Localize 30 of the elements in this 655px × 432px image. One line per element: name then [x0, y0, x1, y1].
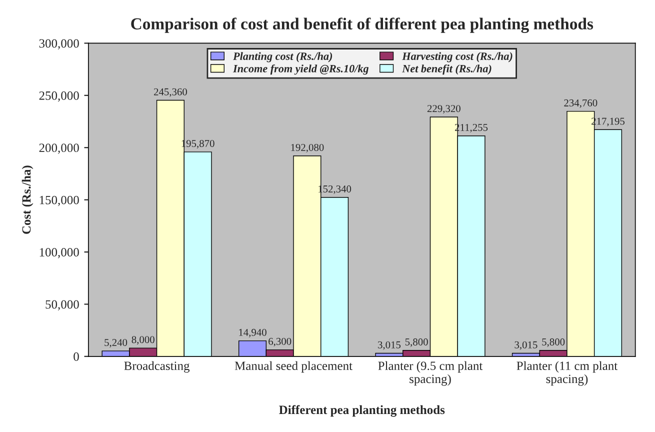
data-label: 5,800	[405, 338, 428, 347]
legend-label: Income from yield @Rs.10/kg	[232, 64, 369, 75]
data-label: 234,760	[564, 99, 598, 108]
legend-label: Net benefit (Rs./ha)	[402, 64, 492, 75]
data-label: 229,320	[427, 105, 460, 114]
data-label: 14,940	[239, 328, 266, 338]
data-label: 5,800	[542, 338, 565, 347]
data-label: 6,300	[268, 338, 292, 346]
y-tick-label: 100,000	[40, 248, 79, 258]
y-tick-label: 300,000	[39, 39, 79, 50]
legend-label: Harvesting cost (Rs./ha)	[402, 52, 512, 62]
x-tick-label: Planter (9.5 cm plant spacing)	[378, 361, 483, 386]
x-tick-label: Planter (11 cm plant spacing)	[516, 361, 618, 386]
data-label: 8,000	[132, 336, 154, 345]
data-label: 3,015	[378, 341, 401, 350]
y-tick-label: 150,000	[40, 196, 79, 206]
y-tick-label: 0	[74, 352, 79, 361]
y-axis-title: Cost (Rs./ha)	[22, 166, 34, 234]
x-tick-label: Manual seed placement	[234, 361, 352, 373]
data-label: 192,080	[291, 144, 324, 152]
legend-label: Planting cost (Rs./ha)	[233, 52, 332, 62]
data-label: 245,360	[154, 88, 187, 97]
x-tick-label: Broadcasting	[124, 361, 190, 373]
x-axis-title: Different pea planting methods	[279, 405, 445, 417]
chart-title: Comparison of cost and benefit of different pea planting methods	[131, 18, 594, 33]
data-label: 5,240	[104, 339, 128, 348]
y-tick-label: 50,000	[46, 300, 79, 310]
y-tick-label: 200,000	[39, 144, 79, 154]
y-tick-label: 250,000	[39, 91, 79, 102]
data-label: 3,015	[514, 341, 538, 350]
